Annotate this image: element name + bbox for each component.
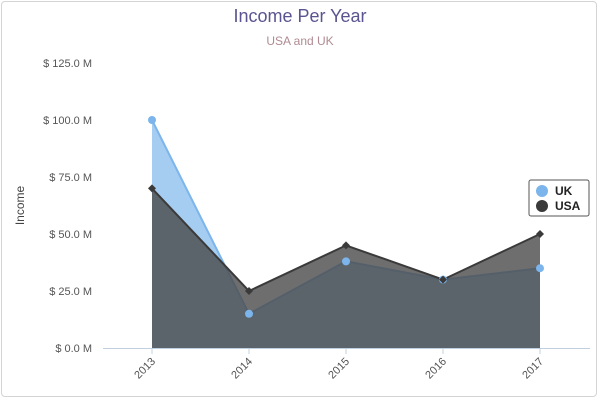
y-tick-label: $ 100.0 M xyxy=(43,115,92,127)
y-axis-label: Income xyxy=(13,186,27,226)
x-tick-label: 2017 xyxy=(520,356,546,382)
legend-label-uk[interactable]: UK xyxy=(555,184,573,198)
point-usa[interactable] xyxy=(342,241,350,250)
y-tick-label: $ 125.0 M xyxy=(43,58,92,70)
legend-marker-usa[interactable] xyxy=(536,200,548,212)
x-tick-label: 2013 xyxy=(132,356,158,382)
x-tick-label: 2014 xyxy=(229,356,255,382)
x-tick-label: 2016 xyxy=(423,356,449,382)
y-tick-label: $ 25.0 M xyxy=(49,286,92,298)
chart-title: Income Per Year xyxy=(233,6,367,26)
area-usa xyxy=(152,188,540,348)
point-uk[interactable] xyxy=(536,264,544,273)
point-uk[interactable] xyxy=(148,116,156,124)
y-tick-label: $ 0.0 M xyxy=(55,343,92,355)
x-tick-label: 2015 xyxy=(326,356,352,382)
legend-label-usa[interactable]: USA xyxy=(555,199,581,213)
point-uk[interactable] xyxy=(245,309,253,318)
legend-marker-uk[interactable] xyxy=(536,185,548,197)
chart-subtitle: USA and UK xyxy=(266,34,334,48)
point-usa[interactable] xyxy=(245,287,253,295)
y-tick-label: $ 50.0 M xyxy=(49,229,92,241)
point-usa[interactable] xyxy=(536,230,544,238)
y-tick-label: $ 75.0 M xyxy=(49,172,92,184)
point-usa[interactable] xyxy=(439,275,447,284)
point-usa[interactable] xyxy=(148,184,156,193)
point-uk[interactable] xyxy=(342,257,350,266)
